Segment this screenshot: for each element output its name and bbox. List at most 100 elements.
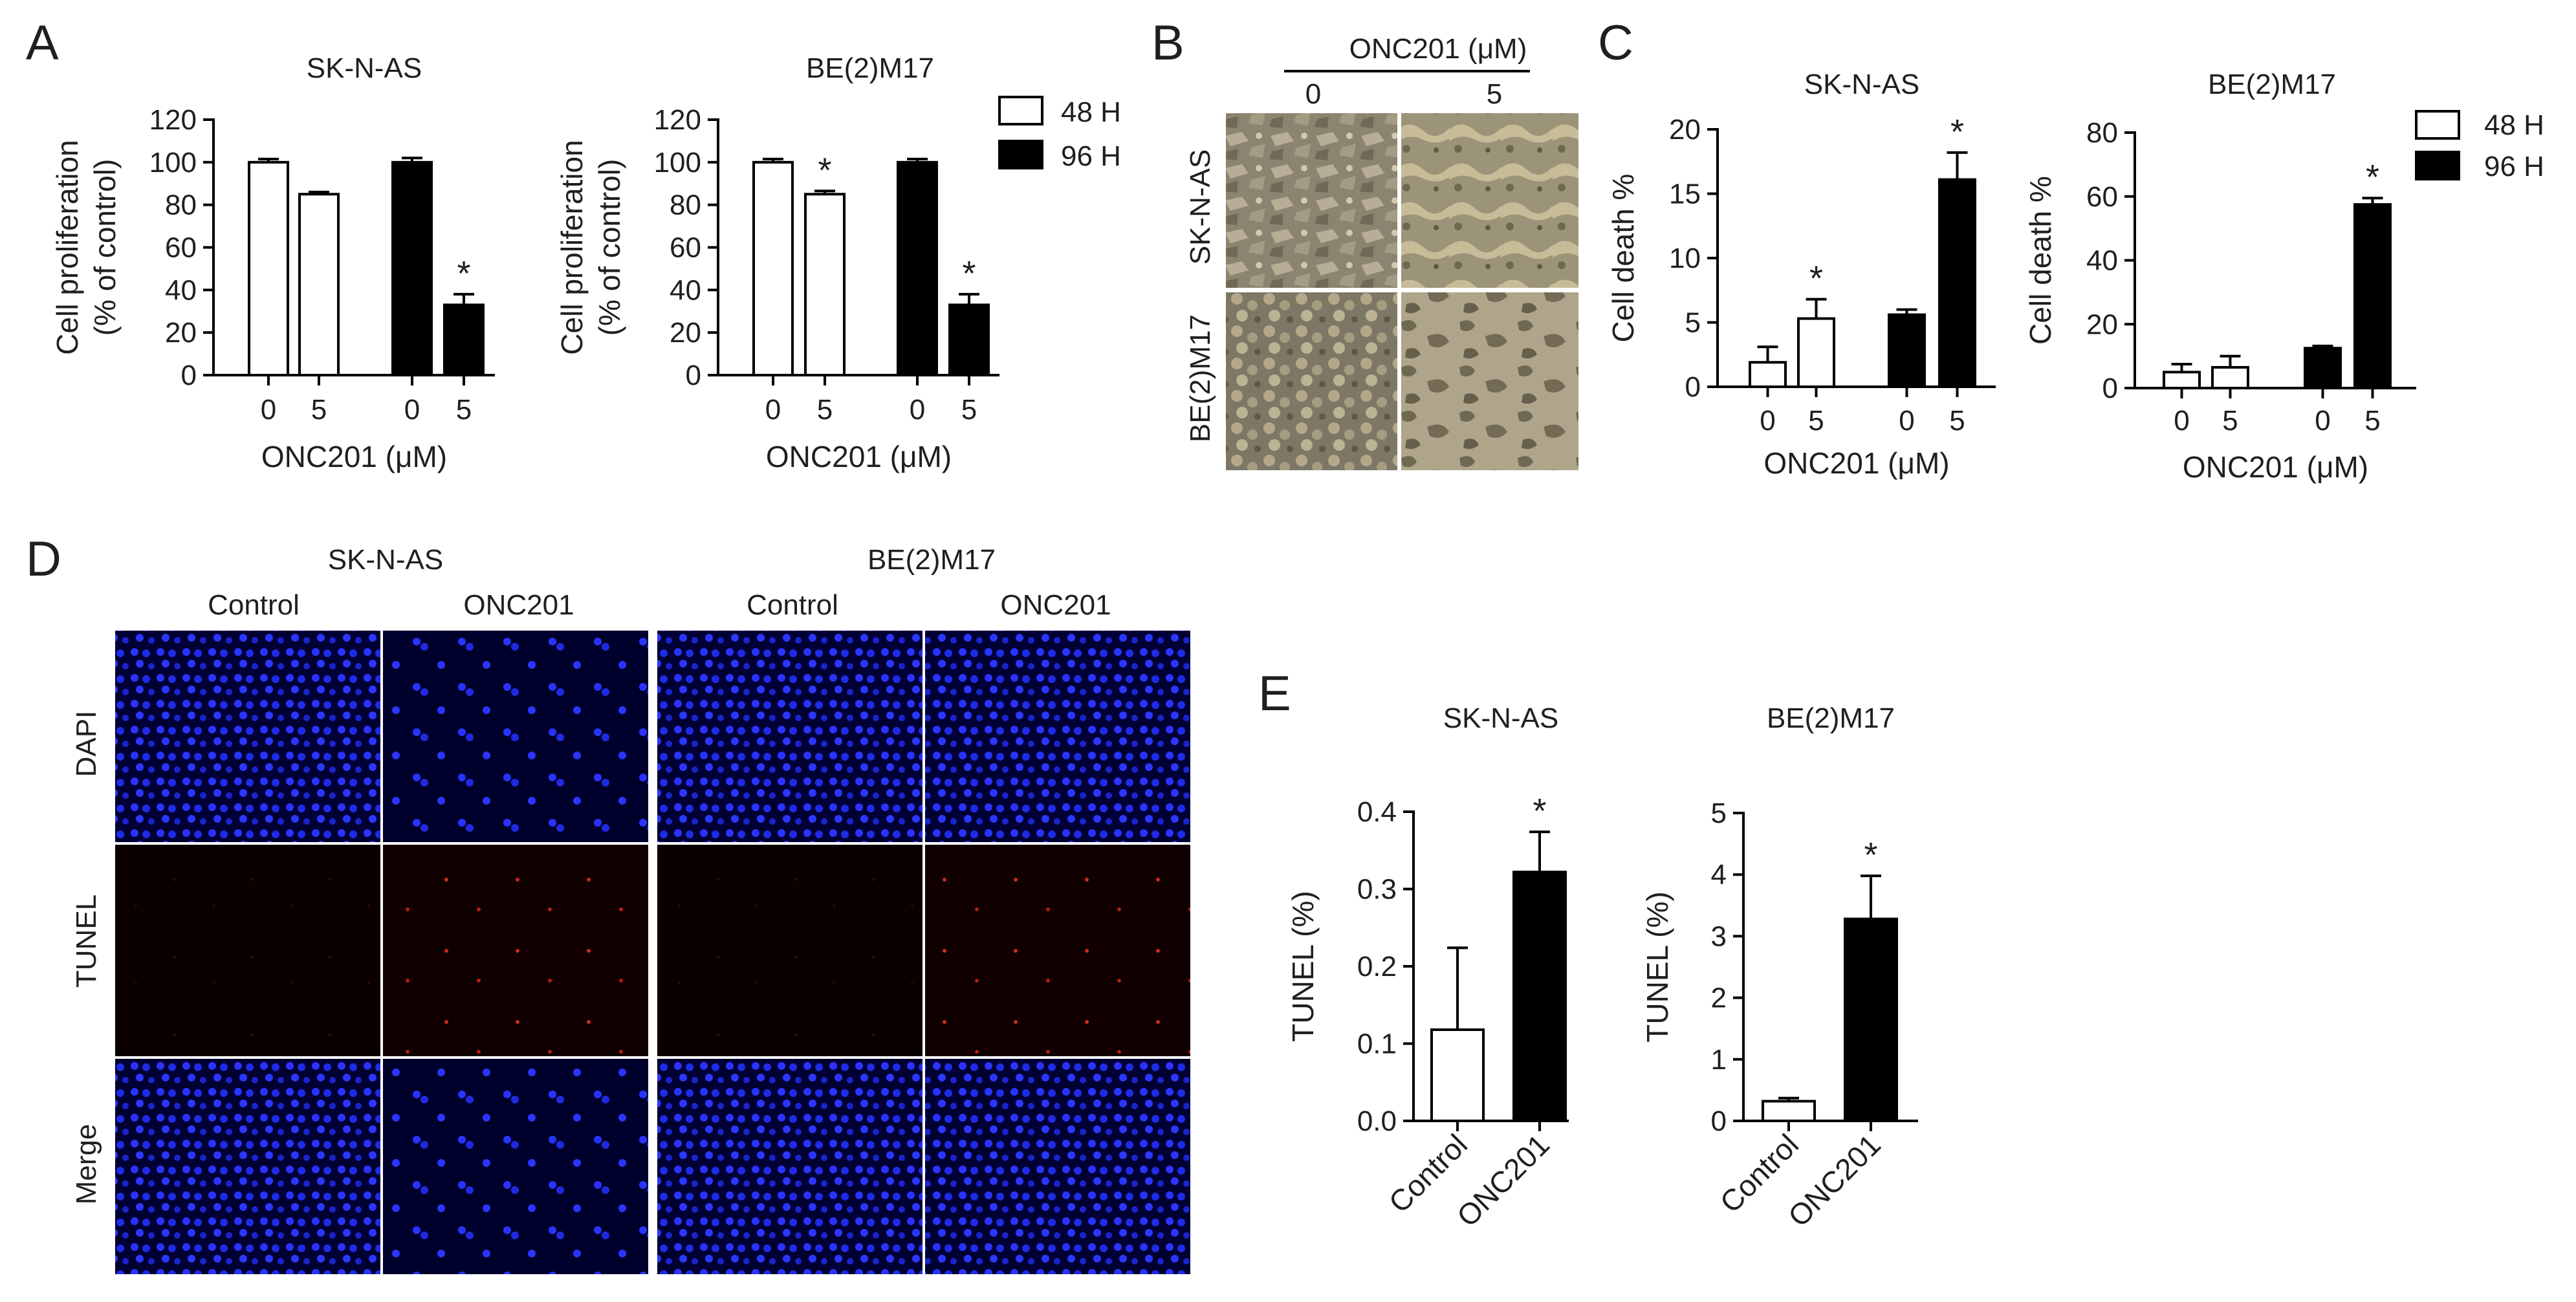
micrograph-d-dapi-sk-onc201	[383, 631, 648, 842]
legend-a-label-96h: 96 H	[1061, 140, 1121, 172]
y-tick-label: 0.1	[1357, 1028, 1397, 1060]
legend-a-swatch-48h	[998, 96, 1043, 125]
micrograph-d-dapi-be-control	[657, 631, 922, 842]
micrograph-d-dapi-be-onc201	[925, 631, 1190, 842]
micrograph-panel-d: SK-N-AS BE(2)M17 Control ONC201 Control …	[71, 544, 1191, 1274]
legend-c-swatch-48h	[2415, 110, 2460, 140]
y-tick-label: 120	[654, 104, 701, 136]
micrograph-b-col-5: 5	[1487, 78, 1502, 110]
bar-48h	[2211, 365, 2249, 389]
y-tick-label: 80	[165, 190, 197, 221]
y-tick-label: 0	[181, 360, 197, 391]
micrograph-d-tunel-be-control	[657, 845, 922, 1056]
y-axis-label-line-1: Cell proliferation	[50, 140, 84, 354]
y-tick-label: 10	[1669, 243, 1701, 274]
micrograph-d-merge-sk-onc201	[383, 1059, 648, 1274]
micrograph-d-dapi-sk-control	[115, 631, 380, 842]
y-tick-label: 100	[149, 147, 197, 179]
micrograph-b-col-0: 0	[1305, 78, 1321, 110]
micrograph-d-tunel-sk-onc201	[383, 845, 648, 1056]
x-tick-label: 0	[1760, 405, 1775, 437]
x-tick-label: 5	[456, 394, 472, 426]
y-axis-label: Cell death %	[1606, 174, 1640, 343]
y-tick-label: 120	[149, 104, 197, 136]
x-tick-label: ONC201	[1450, 1127, 1556, 1233]
legend-a-swatch-96h	[998, 140, 1043, 169]
chart-title: BE(2)M17	[1767, 702, 1895, 734]
bar-96h	[1938, 178, 1976, 388]
micrograph-b-row-sk-n-as: SK-N-AS	[1184, 149, 1216, 265]
y-tick-label: 4	[1711, 859, 1727, 891]
legend-c: 48 H 96 H	[2415, 109, 2544, 182]
chart-title: SK-N-AS	[1804, 69, 1919, 100]
bar-96h	[1888, 313, 1926, 388]
x-tick-label: 5	[2364, 405, 2380, 437]
x-tick-label: 0	[404, 394, 420, 426]
bar-96h	[897, 160, 938, 376]
x-tick-label: 0	[2174, 405, 2189, 437]
y-tick-label: 40	[165, 274, 197, 306]
significance-marker: *	[2366, 158, 2379, 197]
bar-control	[1430, 1028, 1485, 1122]
bar-48h	[1749, 361, 1787, 389]
y-tick-label: 3	[1711, 920, 1727, 952]
y-tick-label: 80	[670, 190, 701, 221]
micrograph-panel-b: ONC201 (μM) 0 5 SK-N-AS BE(2)M17	[1184, 33, 1578, 470]
panel-label-d: D	[26, 532, 61, 587]
chart-c-be2m17: BE(2)M17 0 20 40 60 80 Cell death % 0 5 0 * 5 ONC201…	[2024, 69, 2416, 484]
bar-96h	[2304, 347, 2342, 389]
y-axis-label: TUNEL (%)	[1286, 891, 1320, 1041]
x-tick-label: 5	[311, 394, 327, 426]
x-tick-label: 0	[1899, 405, 1914, 437]
legend-a: 48 H 96 H	[998, 96, 1121, 172]
micrograph-b-sk-n-as-5	[1401, 113, 1578, 288]
y-tick-label: 20	[2086, 309, 2118, 340]
panel-label-e: E	[1258, 666, 1291, 721]
y-tick-label: 80	[2086, 117, 2118, 149]
y-axis-label: Cell death %	[2024, 176, 2057, 345]
bar-48h	[1797, 317, 1835, 388]
x-tick-label: 5	[2222, 405, 2238, 437]
y-axis-label-line-1: Cell proliferation	[555, 140, 589, 354]
y-tick-label: 1	[1711, 1044, 1727, 1076]
chart-title: BE(2)M17	[806, 52, 934, 84]
micrograph-d-row-merge: Merge	[71, 1124, 102, 1205]
x-tick-label: 0	[2315, 405, 2330, 437]
y-tick-label: 20	[1669, 114, 1701, 146]
micrograph-d-cellline-sk-n-as: SK-N-AS	[328, 544, 443, 576]
y-tick-label: 0.4	[1357, 796, 1397, 828]
y-axis-label-line-2: (% of control)	[593, 159, 626, 336]
panel-label-c: C	[1598, 16, 1633, 71]
micrograph-d-merge-be-onc201	[925, 1059, 1190, 1274]
bar-96h	[2353, 203, 2392, 389]
y-tick-label: 20	[165, 317, 197, 349]
chart-title: BE(2)M17	[2208, 69, 2336, 100]
chart-a-be2m17: BE(2)M17 0 20 40 60 80 100 120 Cell proliferatio…	[555, 52, 999, 473]
x-tick-label: 5	[817, 394, 833, 426]
y-tick-label: 0	[2102, 373, 2118, 404]
y-tick-label: 5	[1711, 797, 1727, 829]
y-tick-label: 0	[1685, 371, 1701, 403]
y-tick-label: 60	[2086, 181, 2118, 213]
y-tick-label: 40	[2086, 245, 2118, 277]
x-tick-label: 5	[1949, 405, 1965, 437]
y-tick-label: 100	[654, 147, 701, 179]
significance-marker: *	[818, 151, 831, 190]
y-tick-label: 0	[686, 360, 701, 391]
micrograph-b-row-be2m17: BE(2)M17	[1184, 314, 1216, 442]
chart-a-sk-n-as: SK-N-AS 0 20 40 60 80 100 120 Cell proliferation…	[50, 52, 495, 473]
significance-marker: *	[1864, 836, 1877, 874]
micrograph-b-sk-n-as-0	[1226, 113, 1397, 288]
micrograph-d-merge-sk-control	[115, 1059, 380, 1274]
micrograph-b-be2m17-5	[1401, 292, 1578, 470]
significance-marker: *	[457, 254, 470, 293]
bar-48h	[804, 193, 846, 376]
bar-onc201	[1844, 917, 1898, 1123]
y-tick-label: 5	[1685, 307, 1701, 339]
legend-c-swatch-96h	[2415, 151, 2460, 180]
bar-48h	[2163, 371, 2201, 389]
x-tick-label: ONC201	[1782, 1127, 1887, 1233]
bar-96h	[443, 303, 485, 376]
